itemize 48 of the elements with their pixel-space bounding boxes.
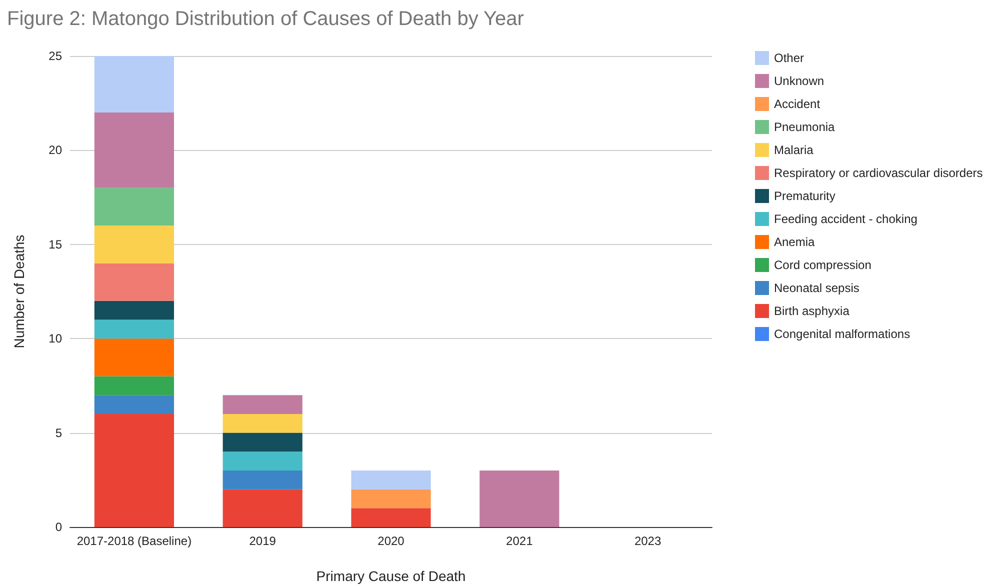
bar xyxy=(94,414,174,527)
bar xyxy=(94,263,174,301)
chart-title: Figure 2: Matongo Distribution of Causes of Death by Year xyxy=(7,8,524,30)
bar xyxy=(222,395,302,414)
legend-label: Accident xyxy=(774,97,821,111)
bar xyxy=(94,188,174,226)
y-tick-label: 0 xyxy=(55,520,62,534)
legend-label: Congenital malformations xyxy=(774,327,910,341)
x-tick-label: 2021 xyxy=(506,534,534,548)
bar xyxy=(94,112,174,188)
bar xyxy=(94,395,174,414)
bar xyxy=(94,56,174,113)
y-tick-label: 10 xyxy=(48,332,62,346)
bar xyxy=(94,226,174,264)
x-tick-label: 2017-2018 (Baseline) xyxy=(76,534,192,548)
bar xyxy=(94,300,174,320)
bar xyxy=(94,320,174,339)
legend-label: Pneumonia xyxy=(774,120,836,134)
y-axis-title: Number of Deaths xyxy=(11,234,27,348)
legend-label: Cord compression xyxy=(774,258,872,272)
legend-label: Respiratory or cardiovascular disorders xyxy=(774,166,983,180)
legend-label: Neonatal sepsis xyxy=(774,281,860,295)
y-tick-label: 25 xyxy=(48,49,62,63)
y-tick-label: 5 xyxy=(55,426,62,440)
bar xyxy=(94,338,174,376)
x-tick-label: 2023 xyxy=(634,534,662,548)
bar xyxy=(222,489,302,527)
x-axis-title: Primary Cause of Death xyxy=(316,568,466,584)
legend-label: Unknown xyxy=(774,74,824,88)
y-tick-label: 15 xyxy=(48,237,62,252)
legend-label: Other xyxy=(774,51,804,65)
bar xyxy=(222,432,302,452)
bar xyxy=(222,452,302,470)
legend-label: Malaria xyxy=(774,143,814,157)
y-tick-label: 20 xyxy=(48,143,62,158)
legend-label: Anemia xyxy=(774,235,816,249)
bar xyxy=(351,508,431,527)
legend-label: Feeding accident - choking xyxy=(774,212,918,226)
x-tick-label: 2019 xyxy=(249,534,276,548)
legend-label: Birth asphyxia xyxy=(774,304,850,318)
bar xyxy=(351,489,431,508)
bar xyxy=(222,470,302,490)
x-tick-label: 2020 xyxy=(378,534,405,548)
bar xyxy=(351,470,431,490)
bar xyxy=(94,376,174,396)
bar xyxy=(222,414,302,433)
bar xyxy=(480,470,560,527)
legend-label: Prematurity xyxy=(774,189,836,203)
